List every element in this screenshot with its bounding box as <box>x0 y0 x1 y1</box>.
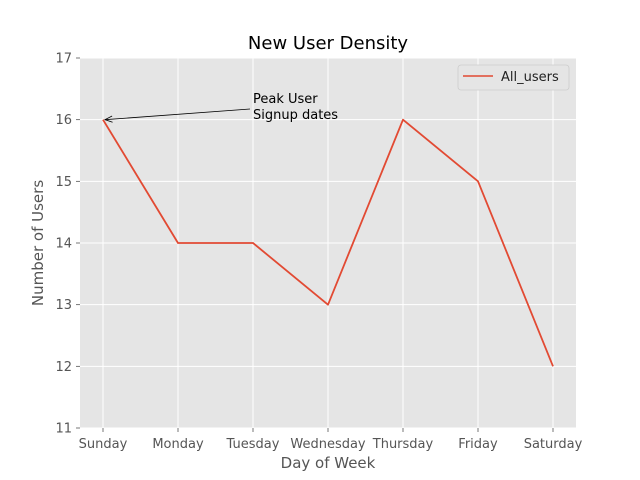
annotation-line-1: Peak User <box>253 92 318 107</box>
x-tick-label: Friday <box>458 437 498 452</box>
legend-entry-all-users: All_users <box>501 70 559 85</box>
x-tick-label: Thursday <box>372 437 434 452</box>
legend-box <box>457 64 570 91</box>
annotation-arrow <box>104 108 251 121</box>
y-tick-label: 12 <box>55 360 72 375</box>
x-axis-ticks: Sunday Monday Tuesday Wednesday Thursday Frid… <box>79 428 583 452</box>
y-axis-ticks: 11 12 13 14 15 16 17 <box>55 52 80 437</box>
y-tick-label: 16 <box>55 113 72 128</box>
annotation-line-2: Signup dates <box>253 108 338 123</box>
series-lines <box>102 118 554 367</box>
x-tick-label: Wednesday <box>290 437 366 452</box>
x-tick-label: Sunday <box>79 437 128 452</box>
x-tick-label: Monday <box>152 437 204 452</box>
annotation-arrowhead <box>103 115 113 123</box>
y-tick-label: 13 <box>55 298 72 313</box>
y-tick-label: 17 <box>55 52 72 67</box>
x-axis-label: Day of Week <box>281 454 376 472</box>
y-tick-label: 14 <box>55 237 72 252</box>
y-tick-label: 15 <box>55 175 72 190</box>
y-tick-label: 11 <box>55 422 72 437</box>
x-tick-label: Tuesday <box>226 437 280 452</box>
chart-title: New User Density <box>248 33 409 54</box>
peak-annotation: Peak User Signup dates <box>103 92 338 123</box>
x-tick-label: Saturday <box>524 437 583 452</box>
y-axis-label: Number of Users <box>29 180 47 306</box>
legend: All_users <box>457 64 570 91</box>
